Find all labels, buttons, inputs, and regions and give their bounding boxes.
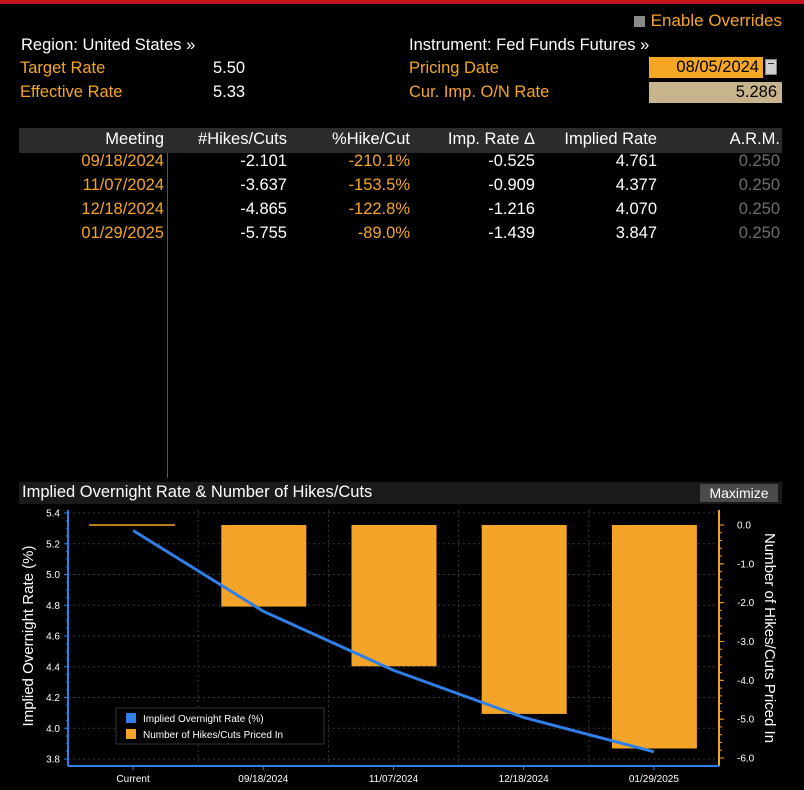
- imp-rate-delta-cell: -1.216: [488, 200, 535, 218]
- y-tick-label: 4.8: [46, 601, 60, 612]
- implied-rate-cell: 3.847: [615, 224, 657, 242]
- chart-title: Implied Overnight Rate & Number of Hikes…: [22, 483, 373, 501]
- x-tick-label: 01/29/2025: [629, 774, 679, 785]
- table-row[interactable]: 11/07/2024 -3.637 -153.5% -0.909 4.377 0…: [19, 176, 782, 200]
- meetings-table: Meeting #Hikes/Cuts %Hike/Cut Imp. Rate …: [19, 128, 782, 478]
- effective-rate-label: Effective Rate: [20, 83, 123, 101]
- maximize-button[interactable]: Maximize: [700, 484, 778, 502]
- col-implied-rate[interactable]: Implied Rate: [564, 130, 657, 148]
- enable-overrides-toggle[interactable]: Enable Overrides: [633, 11, 782, 31]
- x-tick-label: 09/18/2024: [238, 774, 288, 785]
- table-row[interactable]: 01/29/2025 -5.755 -89.0% -1.439 3.847 0.…: [19, 224, 782, 248]
- col-imp-rate-delta[interactable]: Imp. Rate Δ: [447, 130, 535, 148]
- pct-hike-cut-cell: -122.8%: [348, 200, 410, 218]
- meeting-date: 12/18/2024: [81, 200, 164, 218]
- table-row[interactable]: 09/18/2024 -2.101 -210.1% -0.525 4.761 0…: [19, 152, 782, 176]
- region-selector[interactable]: Region: United States »: [21, 36, 196, 54]
- legend-label: Number of Hikes/Cuts Priced In: [143, 730, 283, 741]
- y2-tick-label: -3.0: [737, 637, 755, 648]
- y-tick-label: 4.2: [46, 693, 60, 704]
- legend-label: Implied Overnight Rate (%): [143, 714, 264, 725]
- legend-box: [115, 707, 325, 745]
- pct-hike-cut-cell: -153.5%: [348, 176, 410, 194]
- meeting-date: 11/07/2024: [82, 176, 164, 194]
- pricing-date-input[interactable]: 08/05/2024: [649, 57, 763, 78]
- y2-tick-label: -4.0: [737, 676, 755, 687]
- target-rate-value: 5.50: [213, 59, 246, 77]
- imp-rate-delta-cell: -0.909: [488, 176, 535, 194]
- cur-imp-rate-label: Cur. Imp. O/N Rate: [409, 83, 550, 101]
- y2-tick-label: 0.0: [737, 521, 751, 532]
- implied-rate-line: [132, 529, 655, 754]
- enable-overrides-label: Enable Overrides: [650, 11, 782, 30]
- implied-rate-cell: 4.761: [615, 152, 657, 170]
- effective-rate-value: 5.33: [213, 83, 246, 101]
- hikes-cuts-cell: -4.865: [240, 200, 287, 218]
- y-tick-label: 4.0: [46, 724, 60, 735]
- arm-cell: 0.250: [738, 224, 780, 242]
- pct-hike-cut-cell: -89.0%: [357, 224, 410, 242]
- imp-rate-delta-cell: -1.439: [488, 224, 535, 242]
- bar-hikes-cuts: [611, 525, 697, 749]
- y2-tick-label: -1.0: [737, 559, 755, 570]
- hikes-cuts-cell: -2.101: [240, 152, 287, 170]
- y2-axis-title: Number of Hikes/Cuts Priced In: [761, 533, 778, 743]
- target-rate-label: Target Rate: [20, 59, 106, 77]
- chart-panel-header: Implied Overnight Rate & Number of Hikes…: [19, 482, 782, 504]
- col-pct-hike-cut[interactable]: %Hike/Cut: [332, 130, 410, 148]
- pct-hike-cut-cell: -210.1%: [348, 152, 410, 170]
- table-header: Meeting #Hikes/Cuts %Hike/Cut Imp. Rate …: [19, 128, 782, 153]
- calendar-icon[interactable]: [765, 59, 777, 75]
- cur-imp-rate-input[interactable]: 5.286: [649, 82, 782, 103]
- col-hikes-cuts[interactable]: #Hikes/Cuts: [198, 130, 287, 148]
- meeting-date: 01/29/2025: [81, 224, 164, 242]
- implied-rate-cell: 4.070: [615, 200, 657, 218]
- y-tick-label: 4.4: [46, 662, 60, 673]
- hikes-cuts-cell: -5.755: [240, 224, 287, 242]
- y-tick-label: 5.0: [46, 570, 60, 581]
- col-meeting[interactable]: Meeting: [105, 130, 164, 148]
- y2-tick-label: -5.0: [737, 715, 755, 726]
- col-arm[interactable]: A.R.M.: [729, 130, 780, 148]
- arm-cell: 0.250: [738, 176, 780, 194]
- y2-tick-label: -6.0: [737, 754, 755, 765]
- top-accent-bar: [0, 0, 804, 4]
- hikes-cuts-cell: -3.637: [240, 176, 287, 194]
- legend-swatch: [126, 713, 136, 723]
- checkbox-icon[interactable]: [633, 15, 645, 27]
- arm-cell: 0.250: [738, 152, 780, 170]
- y2-tick-label: -2.0: [737, 598, 755, 609]
- pricing-date-label: Pricing Date: [409, 59, 499, 77]
- x-tick-label: Current: [116, 774, 150, 785]
- x-tick-label: 11/07/2024: [369, 774, 419, 785]
- bar-hikes-cuts: [351, 525, 437, 667]
- y-tick-label: 5.4: [46, 509, 60, 520]
- arm-cell: 0.250: [738, 200, 780, 218]
- instrument-selector[interactable]: Instrument: Fed Funds Futures »: [409, 36, 650, 54]
- y-axis-title: Implied Overnight Rate (%): [20, 546, 37, 727]
- bar-hikes-cuts: [481, 525, 567, 714]
- implied-rate-cell: 4.377: [615, 176, 657, 194]
- table-row[interactable]: 12/18/2024 -4.865 -122.8% -1.216 4.070 0…: [19, 200, 782, 224]
- legend-swatch: [126, 729, 136, 739]
- meeting-date: 09/18/2024: [81, 152, 164, 170]
- x-tick-label: 12/18/2024: [499, 774, 549, 785]
- column-divider: [167, 153, 168, 478]
- y-tick-label: 4.6: [46, 632, 60, 643]
- y-tick-label: 3.8: [46, 755, 60, 766]
- y-tick-label: 5.2: [46, 539, 60, 550]
- imp-rate-delta-cell: -0.525: [488, 152, 535, 170]
